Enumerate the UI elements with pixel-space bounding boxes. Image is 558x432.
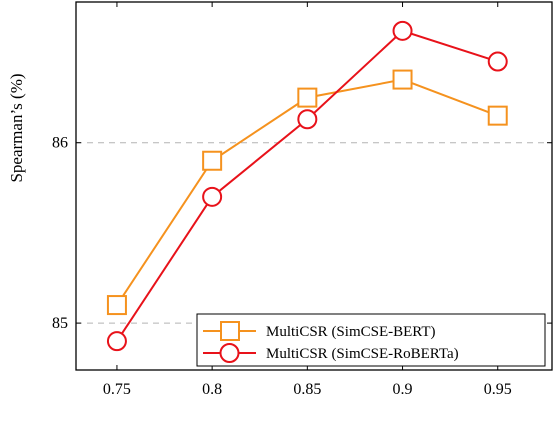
legend-box: [196, 313, 546, 367]
series-0-point-2: [297, 87, 318, 108]
series-layer: [106, 20, 508, 352]
legend-label-roberta: MultiCSR (SimCSE-RoBERTa): [266, 346, 459, 362]
legend-marker-roberta: [219, 343, 240, 363]
x-tick-label-2: 0.85: [293, 381, 321, 398]
series-1-point-1: [202, 186, 223, 207]
series-0-point-0: [106, 295, 127, 316]
series-0-point-4: [487, 105, 508, 126]
y-axis-title: Spearman’s (%): [7, 73, 26, 182]
legend-marker-bert: [220, 321, 240, 341]
series-1-point-0: [106, 331, 127, 352]
y-tick-label-1: 86: [52, 135, 68, 152]
x-tick-label-0: 0.75: [103, 381, 131, 398]
series-1-point-3: [392, 20, 413, 41]
x-tick-label-3: 0.9: [393, 381, 413, 398]
x-tick-label-1: 0.8: [202, 381, 222, 398]
x-tick-label-4: 0.95: [484, 381, 512, 398]
y-tick-label-0: 85: [52, 315, 68, 332]
series-line-1: [116, 29, 499, 342]
series-1-point-4: [487, 51, 508, 72]
plot-frame: [75, 1, 553, 371]
series-0-point-3: [392, 69, 413, 90]
series-0-point-1: [202, 150, 223, 171]
series-1-point-2: [297, 109, 318, 130]
legend-label-bert: MultiCSR (SimCSE-BERT): [266, 324, 436, 340]
legend: MultiCSR (SimCSE-BERT) MultiCSR (SimCSE-…: [196, 313, 546, 367]
